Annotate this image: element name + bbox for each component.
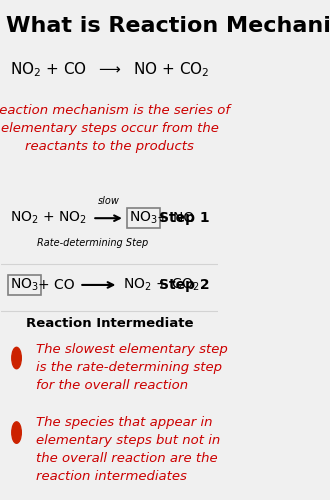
Text: Rate-determining Step: Rate-determining Step xyxy=(37,238,148,248)
Text: + CO: + CO xyxy=(38,278,75,292)
Text: What is Reaction Mechanism: What is Reaction Mechanism xyxy=(6,16,330,36)
Text: The slowest elementary step
is the rate-determining step
for the overall reactio: The slowest elementary step is the rate-… xyxy=(36,344,228,392)
Text: NO$_2$ + NO$_2$: NO$_2$ + NO$_2$ xyxy=(10,210,87,226)
Text: Step 1: Step 1 xyxy=(159,211,209,225)
Text: The species that appear in
elementary steps but not in
the overall reaction are : The species that appear in elementary st… xyxy=(36,416,220,484)
Text: Reaction Intermediate: Reaction Intermediate xyxy=(26,317,193,330)
Circle shape xyxy=(12,348,21,368)
Text: NO$_2$ + CO  $\longrightarrow$  NO + CO$_2$: NO$_2$ + CO $\longrightarrow$ NO + CO$_2… xyxy=(10,60,209,78)
Text: NO$_3$: NO$_3$ xyxy=(10,276,39,293)
Text: NO$_2$ + CO$_2$: NO$_2$ + CO$_2$ xyxy=(123,276,199,293)
Text: Step 2: Step 2 xyxy=(159,278,209,292)
Circle shape xyxy=(12,422,21,444)
Text: slow: slow xyxy=(98,196,119,205)
Text: + NO: + NO xyxy=(157,211,194,225)
Text: Reaction mechanism is the series of
elementary steps occur from the
reactants to: Reaction mechanism is the series of elem… xyxy=(0,104,230,152)
Text: NO$_3$: NO$_3$ xyxy=(129,210,158,226)
